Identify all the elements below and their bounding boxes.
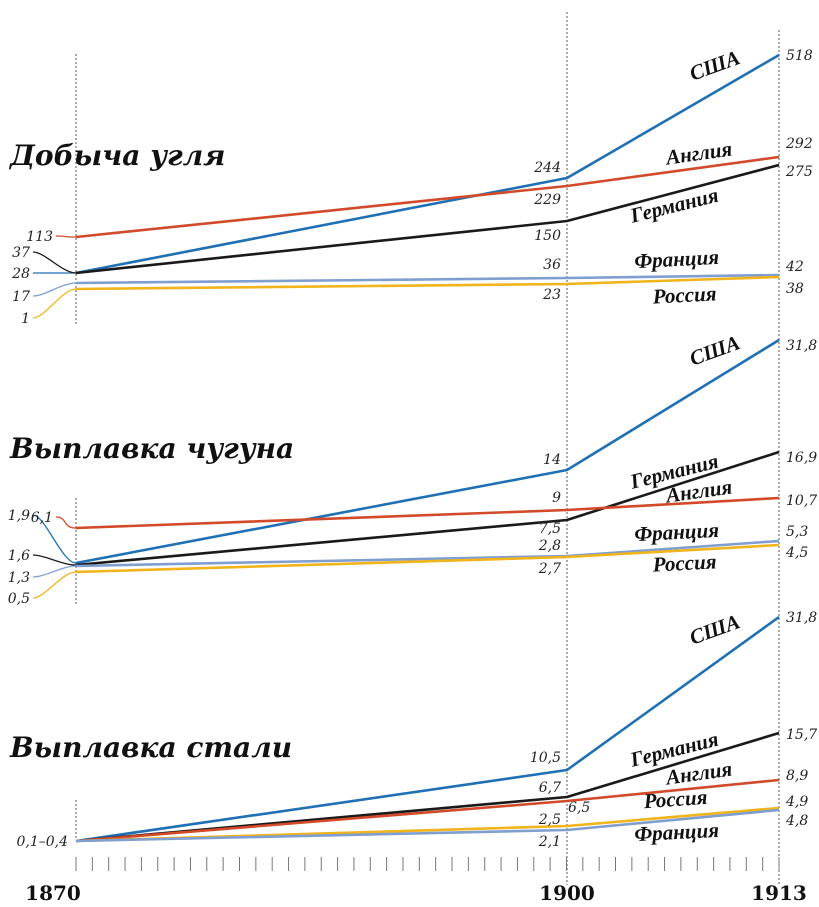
chart-text: Добыча угля28244518США113229292Англия371… xyxy=(8,45,818,850)
data-label: 6,5 xyxy=(568,800,590,816)
series-line-Англия xyxy=(75,778,780,843)
series-line-США xyxy=(75,338,780,565)
series-line-Россия xyxy=(75,543,780,574)
series-line-Франция xyxy=(75,273,780,285)
chart-title: Добыча угля xyxy=(8,139,225,172)
data-label: 4,9 xyxy=(785,794,808,810)
data-label: 292 xyxy=(785,136,813,152)
data-label: 2,8 xyxy=(538,538,561,554)
data-label: 6,1 xyxy=(31,510,53,526)
data-label: 0,5 xyxy=(8,591,30,607)
data-label: 113 xyxy=(26,229,53,245)
data-label: 275 xyxy=(785,164,813,180)
data-label: 7,5 xyxy=(539,521,561,537)
data-label: 2,1 xyxy=(538,834,561,850)
data-label: 8,9 xyxy=(786,768,808,784)
data-label: 2,7 xyxy=(538,561,561,577)
series-name: Россия xyxy=(651,281,717,308)
year-label: 1870 xyxy=(25,881,81,905)
start-value-label: 0,1–0,4 xyxy=(16,834,68,850)
year-label: 1900 xyxy=(539,881,595,905)
series-name: США xyxy=(686,330,743,370)
data-label: 10,7 xyxy=(786,493,817,509)
series-line-Англия xyxy=(75,155,780,239)
data-label: 518 xyxy=(786,48,813,64)
data-label: 229 xyxy=(533,192,561,208)
connector-Франция xyxy=(32,565,77,578)
data-label: 28 xyxy=(11,266,30,282)
data-label: 23 xyxy=(542,287,561,303)
series-line-США xyxy=(75,53,780,275)
data-label: 1,3 xyxy=(8,570,30,586)
series-name: Россия xyxy=(651,549,717,576)
data-label: 244 xyxy=(533,160,561,176)
chart-title: Выплавка стали xyxy=(9,731,292,764)
data-label: 1,6 xyxy=(8,548,30,564)
series-line-Россия xyxy=(75,275,780,291)
data-label: 31,8 xyxy=(786,610,817,626)
data-label: 38 xyxy=(786,281,804,297)
year-label: 1913 xyxy=(751,881,807,905)
data-label: 6,7 xyxy=(539,780,561,796)
data-label: 1,9 xyxy=(8,508,30,524)
connector-США xyxy=(32,514,77,564)
data-label: 14 xyxy=(543,452,561,468)
connector-Россия xyxy=(32,288,77,319)
series-line-Германия xyxy=(75,450,780,567)
series-name: Германия xyxy=(627,183,721,228)
data-label: 5,3 xyxy=(786,524,808,540)
data-label: 10,5 xyxy=(530,750,561,766)
series-line-Германия xyxy=(75,163,780,275)
data-label: 16,9 xyxy=(786,450,817,466)
connector-Франция xyxy=(32,282,77,297)
data-label: 4,8 xyxy=(785,813,808,829)
series-line-Англия xyxy=(75,496,780,530)
data-label: 42 xyxy=(785,259,804,275)
series-name: Россия xyxy=(642,785,708,813)
data-label: 2,5 xyxy=(538,812,561,828)
connector-Англия xyxy=(55,235,77,238)
data-label: 150 xyxy=(534,228,561,244)
chart-title: Выплавка чугуна xyxy=(9,432,294,465)
series-line-США xyxy=(75,615,780,843)
series-line-Франция xyxy=(75,808,780,843)
year-axis: 1870 1900 1913 xyxy=(25,857,807,905)
data-label: 31,8 xyxy=(786,338,817,354)
data-label: 9 xyxy=(552,490,561,506)
series-name: Франция xyxy=(634,818,720,846)
connector-Англия xyxy=(55,516,77,529)
series-lines xyxy=(32,53,780,843)
connector-Германия xyxy=(32,554,77,566)
data-label: 4,5 xyxy=(785,545,808,561)
data-label: 17 xyxy=(12,289,30,305)
series-name: США xyxy=(686,609,743,649)
connector-Германия xyxy=(32,251,77,274)
data-label: 37 xyxy=(12,245,30,261)
series-line-Германия xyxy=(75,731,780,843)
series-name: Франция xyxy=(634,245,720,273)
series-name: Франция xyxy=(634,518,720,546)
data-label: 1 xyxy=(21,311,30,327)
year-guides xyxy=(75,12,780,885)
series-line-Россия xyxy=(75,806,780,843)
data-label: 15,7 xyxy=(786,727,817,743)
connector-Россия xyxy=(32,571,77,599)
data-label: 36 xyxy=(543,257,561,273)
